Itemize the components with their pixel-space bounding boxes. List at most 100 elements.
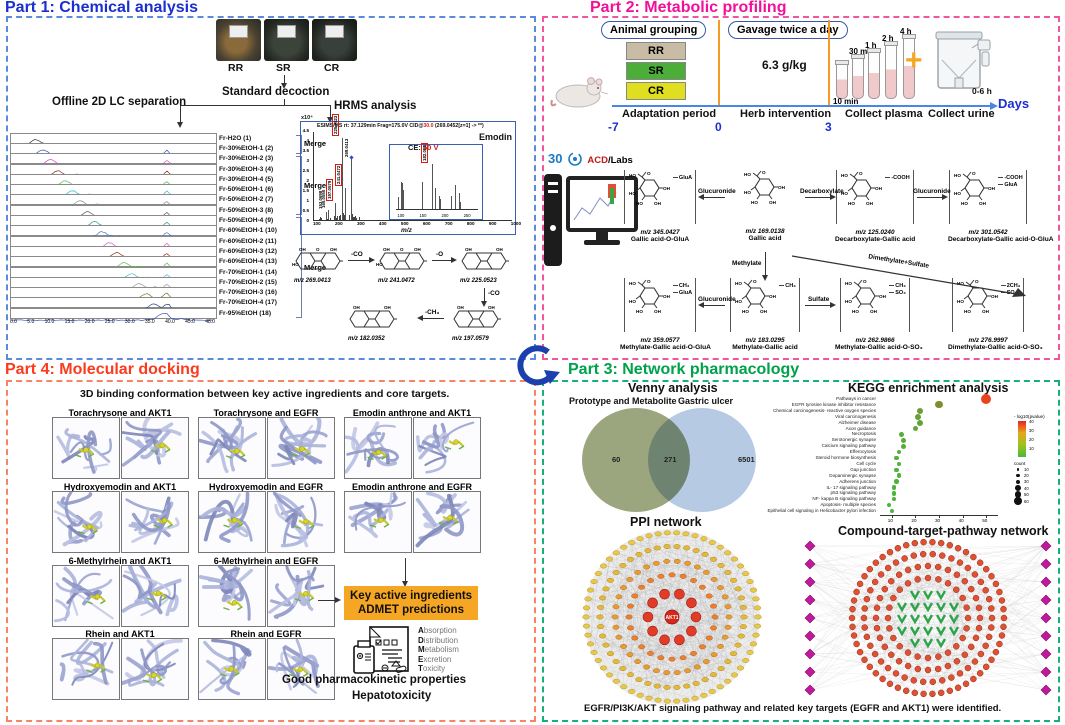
kegg-category-label: Steroid hormone biosynthesis <box>815 455 876 460</box>
docking-image <box>197 491 266 553</box>
chromatogram-row: Fr-50%EtOH-4 (9) <box>10 215 320 228</box>
fragment-structure: OH OH O HO <box>376 247 427 270</box>
metabolite-name: Decarboxylate-Gallic acid-O-GluA <box>948 236 1054 243</box>
frag-arrow-label: -CO <box>351 251 363 258</box>
metabolite-card: HO O OH HO HO OH CH₃ SO₃ m/z 262.9866 Methylate-G… <box>835 278 923 351</box>
ms-ce-label: CE: 50 V <box>408 143 439 152</box>
structure-wrap: HO O OH HO HO OH GluA <box>623 170 697 224</box>
chromatogram-row: Fr-30%EtOH-3 (4) <box>10 163 320 177</box>
svg-text:OH: OH <box>654 309 662 314</box>
animal-grouping-box: Animal grouping <box>601 21 707 39</box>
x-tick: 30.0 <box>124 319 135 326</box>
docking-image <box>343 417 412 479</box>
sample-label-cr: CR <box>324 62 340 74</box>
legend-size-dot <box>1014 497 1022 506</box>
plasma-tube <box>835 60 849 99</box>
ms-minor-peak <box>348 214 350 220</box>
svg-text:HO: HO <box>742 309 749 314</box>
legend-size-tick: 20 <box>1023 473 1029 479</box>
svg-text:HO: HO <box>292 262 299 267</box>
docking-panel-label: Rhein and EGFR <box>230 629 302 639</box>
inset-tick: 100 <box>397 213 405 218</box>
structure-wrap: HO O OH HO HO OH 2CH₃ SO₃ <box>951 278 1025 332</box>
svg-text:OH: OH <box>465 247 472 252</box>
kegg-category-label: Axon guidance <box>845 425 876 431</box>
svg-text:OH: OH <box>866 201 874 206</box>
ms-y-tick: 2 <box>306 178 309 183</box>
ms-peak <box>341 138 343 220</box>
arrow-down-lc <box>176 105 185 128</box>
inset-peak <box>401 200 403 210</box>
legend-size-dot <box>1014 491 1022 499</box>
ms-inset-panel: CE: 50 V 182.052 100 150 200 250 <box>389 142 483 220</box>
chromatogram-row: Fr-50%EtOH-3 (8) <box>10 204 320 218</box>
docking-image <box>267 638 335 700</box>
frag-arrow-label: -O <box>436 251 444 258</box>
standard-decoction-label: Standard decoction <box>222 86 330 98</box>
substituents: CH₃ <box>779 283 796 290</box>
inset-peak <box>439 199 441 210</box>
part3-caption: EGFR/PI3K/AKT signaling pathway and rela… <box>584 703 1002 714</box>
compound-target-pathway-network <box>804 538 1052 698</box>
docking-image <box>52 417 120 479</box>
metabolite-mz: m/z 183.0295 <box>745 337 785 344</box>
kegg-dot <box>894 455 899 461</box>
ms-minor-peak <box>358 217 360 220</box>
kegg-x-tick: 50 <box>982 518 988 523</box>
x-tick: 10.0 <box>44 319 55 326</box>
ms-peak <box>335 203 337 220</box>
metabolite-card: HO O OH HO HO OH CH₃ GluA m/z 359.0577 Methylate-… <box>620 278 711 351</box>
chromatogram-row: Fr-95%EtOH (18) <box>10 307 320 321</box>
inset-axis <box>395 209 479 210</box>
merge-label: Merge <box>304 180 327 190</box>
docking-image <box>198 564 266 627</box>
fragment-structure: OH OH <box>461 247 509 270</box>
legend-size-tick: 50 <box>1023 492 1029 498</box>
fragmentation-scheme: OH OH O HO OH OH O HO OH OH OH OH OH OH m/z 269.0413 m/… <box>290 238 530 354</box>
inset-main-peak <box>432 164 434 210</box>
substituent: GluA <box>998 182 1022 189</box>
inset-peak <box>400 182 402 210</box>
docking-panel-label: Hydroxyemodin and EGFR <box>208 482 324 492</box>
venn-left-label: Prototype and Metabolite <box>569 396 677 406</box>
ms-minor-peak <box>356 217 357 220</box>
chromatogram-row: Fr-H2O (1) <box>10 132 320 146</box>
svg-text:HO: HO <box>957 281 964 286</box>
split-stem <box>284 99 286 105</box>
group-box-rr: RR <box>626 42 686 60</box>
metabolite-card: HO O OH HO HO OH -COOH m/z 125.0240 Decarboxylat… <box>835 170 915 243</box>
chromatogram-row: Fr-70%EtOH-3 (16) <box>10 287 320 300</box>
chromatogram-stack: Fr-H2O (1) Fr-30%EtOH-1 (2) Fr-30%EtOH-2 (… <box>10 132 326 333</box>
inset-tick: 250 <box>463 213 471 218</box>
adaptation-label: Adaptation period <box>622 108 717 120</box>
substituent: 2CH₃ <box>1001 283 1021 290</box>
urine-label: Collect urine <box>928 108 995 120</box>
frag-arrow <box>348 256 375 265</box>
plasma-label: Collect plasma <box>845 108 923 120</box>
metabolite-name: Dimethylate-Gallic acid-O-SO₃ <box>948 344 1043 351</box>
kegg-category-label: Gap junction <box>850 466 876 472</box>
svg-text:O: O <box>647 279 651 284</box>
kegg-x-tick: 30 <box>935 518 941 523</box>
metabolic-cage-icon <box>935 31 991 89</box>
tube-time-label: 10 min <box>833 97 859 106</box>
plasma-tube <box>902 34 916 99</box>
computer-icon <box>544 174 638 266</box>
ms-x-tick: 100 <box>313 221 321 226</box>
svg-text:OH: OH <box>496 247 503 252</box>
tube-time-label: 30 min <box>849 47 875 56</box>
ms-peak <box>351 159 353 220</box>
conclusion-1: Good pharmacokinetic properties <box>282 674 467 686</box>
kegg-category-label: Cell cycle <box>856 460 876 466</box>
chromatogram-label: Fr-60%EtOH-1 (10) <box>219 227 277 235</box>
kegg-x-tickmark <box>939 515 940 518</box>
ms-x-tick: 500 <box>400 221 409 226</box>
decarboxylate-arrow <box>805 193 836 202</box>
frag-down-arrow <box>480 288 489 307</box>
svg-text:HO: HO <box>852 309 859 314</box>
metabolite-mz: m/z 359.0577 <box>640 337 680 344</box>
fragment-mz-label: m/z 225.0523 <box>460 278 497 284</box>
fragment-mz-label: m/z 241.0472 <box>378 278 415 284</box>
